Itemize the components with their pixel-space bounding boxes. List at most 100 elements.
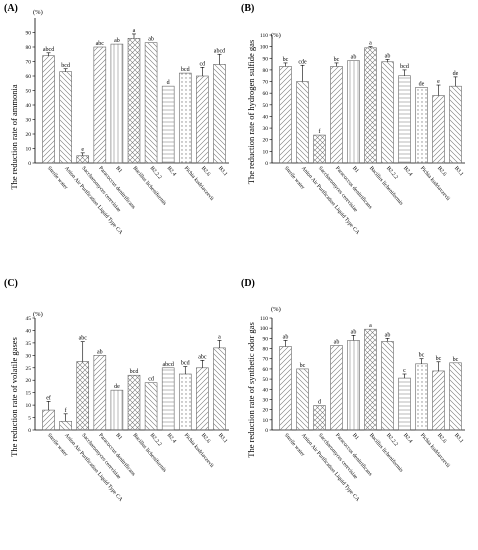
y-tick-label: 80 (26, 45, 32, 51)
bar (398, 377, 411, 431)
significance-letter: de (419, 81, 425, 87)
x-category-label: Bacillus licheniformis (368, 165, 405, 207)
bar (279, 66, 292, 164)
y-tick-label: 40 (263, 387, 269, 393)
significance-letter: ab (385, 53, 391, 59)
significance-letter: e (437, 79, 440, 85)
bar (110, 389, 124, 431)
bar (59, 420, 72, 431)
y-tick-label: 0 (28, 428, 31, 434)
bar (76, 155, 90, 164)
significance-letter: ab (114, 38, 120, 44)
bars (42, 33, 226, 164)
bar (196, 367, 209, 431)
significance-letter: e (81, 147, 84, 153)
y-tick-label: 110 (260, 33, 268, 39)
x-category-label: B2.4 (402, 165, 414, 177)
x-category-label: B1 (351, 432, 360, 441)
bars (279, 328, 462, 431)
y-axis-label: The reduction rate of synthetic odor gas (246, 322, 256, 457)
bar (313, 134, 326, 164)
significance-letter: bc (419, 353, 425, 359)
y-tick-label: 20 (263, 138, 269, 144)
y-tick-label: 30 (26, 353, 32, 359)
significance-letter: bcd (181, 361, 190, 367)
y-tick-label: 0 (265, 161, 268, 167)
x-category-label: B3.1 (217, 432, 229, 444)
significance-letter: bc (283, 57, 289, 63)
bar (381, 341, 394, 431)
y-tick-label: 35 (26, 341, 32, 347)
significance-letter: ab (148, 37, 154, 43)
significance-letter: bc (300, 363, 306, 369)
y-tick-label: 80 (263, 68, 269, 74)
y-tick-label: 15 (26, 391, 32, 397)
y-tick-label: 100 (260, 45, 269, 51)
y-tick-label: 70 (263, 357, 269, 363)
y-tick-label: 60 (26, 74, 32, 80)
significance-letter: ab (97, 349, 103, 355)
significance-letter: abc (96, 41, 105, 47)
bar (347, 340, 360, 431)
x-category-label: B1 (351, 165, 360, 174)
x-category-label: B2.2.2 (149, 165, 163, 180)
x-category-label: B2.6 (200, 165, 212, 177)
panel-label: (C) (4, 278, 18, 289)
x-category-label: B1 (114, 432, 123, 441)
y-tick-label: 50 (263, 377, 269, 383)
panel-label: (D) (241, 278, 255, 289)
bar (178, 373, 192, 431)
y-tick-label: 90 (26, 31, 32, 37)
significance-letter: ab (351, 329, 357, 335)
y-tick-label: 20 (26, 378, 32, 384)
x-category-label: B1 (114, 165, 123, 174)
y-tick-label: 110 (260, 316, 268, 322)
bar (76, 361, 90, 431)
y-tick-label: 40 (26, 103, 32, 109)
y-ticks: 0 10 20 30 40 50 60 70 80 90 100 110 (260, 316, 272, 434)
x-category-label: B2.2.2 (385, 165, 399, 180)
bar (347, 60, 360, 164)
significance-letter: abcd (43, 47, 54, 53)
bar (110, 43, 124, 164)
y-unit-label: (%) (271, 306, 281, 313)
panel-label: (B) (241, 3, 254, 14)
significance-letters: bc cde f bc ab a ab bcd de e de (283, 41, 459, 135)
significance-letter: cde (298, 59, 307, 65)
significance-letters: abcd bcd e abc ab a ab d bcd cd abcd (43, 28, 225, 153)
significance-letter: abc (79, 336, 88, 342)
significance-letter: d (167, 80, 170, 86)
x-category-label: Bacillus licheniformis (131, 432, 168, 474)
significance-letter: c (403, 368, 406, 374)
x-category-label: B3.1 (453, 165, 465, 177)
bar (279, 346, 292, 431)
significance-letter: ab (334, 339, 340, 345)
bar (161, 367, 175, 431)
y-tick-label: 20 (26, 132, 32, 138)
y-axis-label: The reduction rate of ammonia (9, 84, 19, 189)
significance-letter: bc (334, 57, 340, 63)
x-category-label: B2.4 (402, 432, 414, 444)
x-category-label: B2.4 (166, 432, 178, 444)
significance-letter: ab (283, 334, 289, 340)
y-tick-label: 50 (263, 103, 269, 109)
significance-letter: a (369, 41, 372, 47)
bar (161, 85, 175, 164)
significance-letter: abcd (163, 362, 174, 368)
bar (432, 95, 445, 164)
y-ticks: 0 10 20 30 40 50 60 70 80 90 100 110 (260, 33, 272, 167)
bar (364, 47, 377, 164)
bar (196, 75, 209, 164)
x-category-label: Bacillus licheniformis (368, 432, 405, 474)
chart-panel-a: (A) (%) The reduction rate of ammonia 0 1… (4, 3, 229, 236)
x-category-label: B2.6 (436, 432, 448, 444)
y-tick-label: 80 (263, 347, 269, 353)
significance-letter: ab (385, 332, 391, 338)
significance-letter: a (218, 334, 221, 340)
x-category-label: B3.1 (217, 165, 229, 177)
significance-letter: bcd (181, 67, 190, 73)
x-category-label: B3.1 (453, 432, 465, 444)
y-tick-label: 90 (263, 56, 269, 62)
bar (144, 42, 158, 164)
